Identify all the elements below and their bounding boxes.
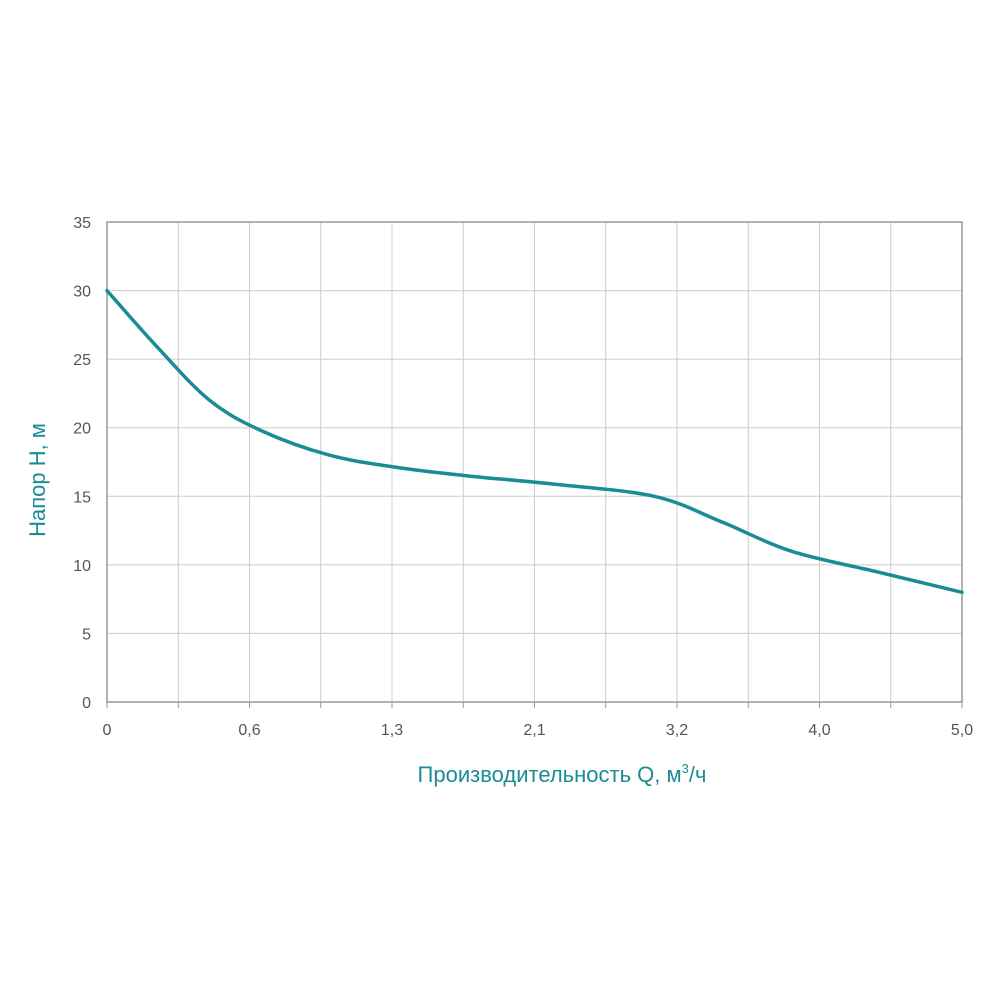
y-tick-label: 15 bbox=[73, 489, 91, 506]
x-tick-label: 0 bbox=[103, 722, 112, 739]
x-tick-label: 3,2 bbox=[666, 722, 688, 739]
y-tick-label: 35 bbox=[73, 215, 91, 232]
y-axis-title: Напор H, м bbox=[25, 423, 50, 537]
y-tick-label: 30 bbox=[73, 284, 91, 301]
x-tick-labels: 0 0,6 1,3 2,1 3,2 4,0 5,0 bbox=[103, 722, 974, 739]
x-axis-title: Производительность Q, м3/ч bbox=[418, 761, 707, 787]
y-tick-labels: 0 5 10 15 20 25 30 35 bbox=[73, 215, 91, 712]
y-tick-label: 25 bbox=[73, 352, 91, 369]
x-tick-label: 5,0 bbox=[951, 722, 973, 739]
tick-marks bbox=[106, 702, 963, 708]
plot-frame bbox=[106, 221, 963, 703]
series-line bbox=[105, 288, 964, 595]
x-tick-label: 0,6 bbox=[238, 722, 260, 739]
y-tick-label: 20 bbox=[73, 421, 91, 438]
x-tick-label: 1,3 bbox=[381, 722, 403, 739]
grid bbox=[107, 222, 962, 702]
x-tick-label: 4,0 bbox=[808, 722, 830, 739]
y-tick-label: 0 bbox=[82, 695, 91, 712]
y-tick-label: 5 bbox=[82, 626, 91, 643]
x-tick-label: 2,1 bbox=[523, 722, 545, 739]
y-tick-label: 10 bbox=[73, 558, 91, 575]
